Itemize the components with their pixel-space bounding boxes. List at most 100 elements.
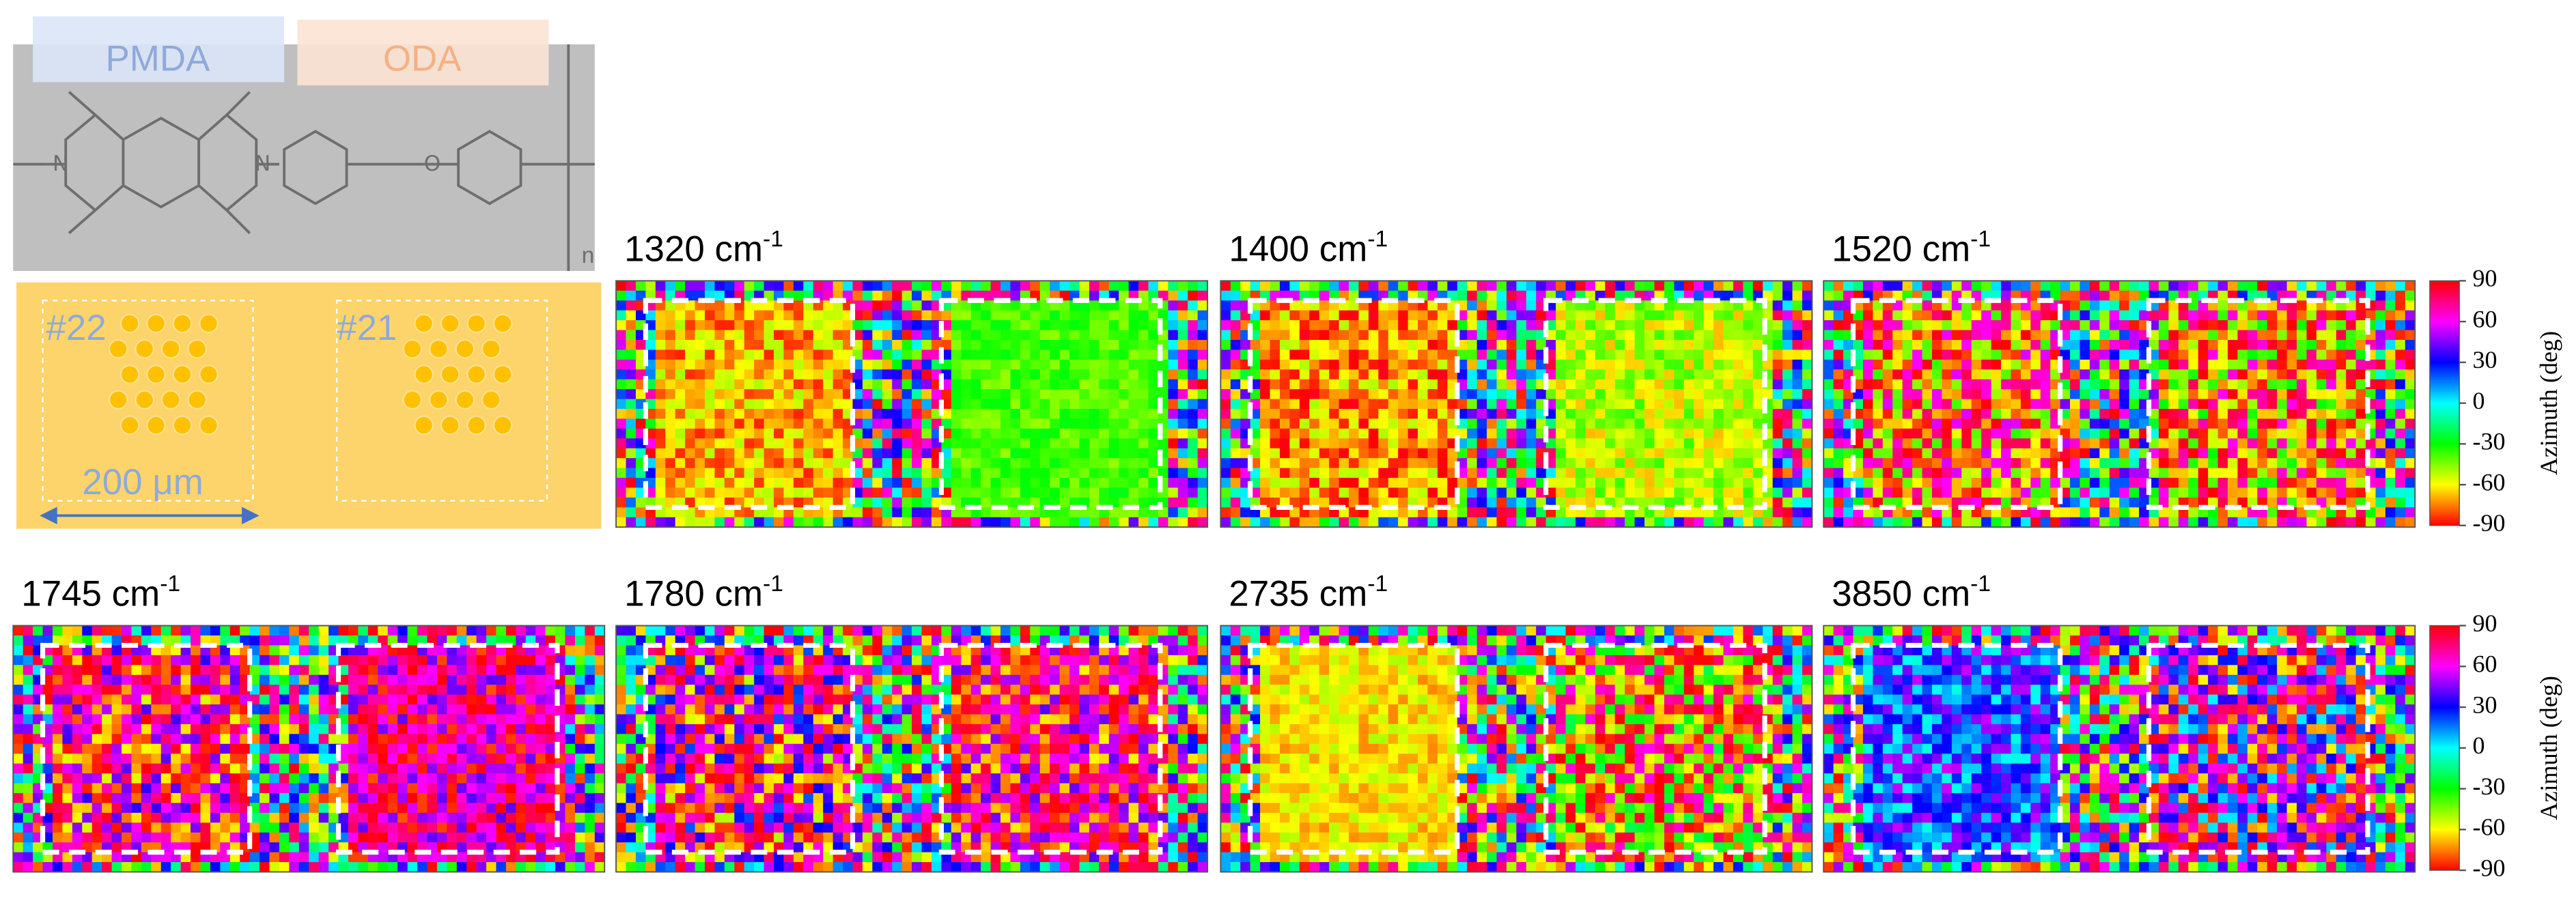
map-pixel — [1108, 448, 1119, 459]
map-pixel — [872, 349, 883, 360]
map-pixel — [2040, 320, 2051, 331]
map-pixel — [456, 674, 467, 685]
map-pixel — [813, 320, 824, 331]
map-pixel — [1981, 478, 1992, 489]
map-pixel — [1220, 458, 1231, 469]
map-pixel — [1148, 320, 1159, 331]
map-pixel — [2375, 468, 2386, 478]
map-pixel — [981, 497, 992, 509]
map-pixel — [2089, 399, 2101, 410]
map-pixel — [1873, 330, 1884, 341]
map-pixel — [1644, 389, 1655, 400]
map-pixel — [1260, 428, 1271, 440]
map-pixel — [2198, 517, 2209, 528]
map-pixel — [1168, 458, 1179, 469]
map-pixel — [289, 645, 300, 656]
map-pixel — [476, 665, 487, 676]
map-pixel — [783, 389, 794, 400]
map-pixel — [665, 399, 676, 410]
map-pixel — [1506, 448, 1517, 459]
map-pixel — [1614, 281, 1625, 291]
map-pixel — [823, 369, 834, 380]
map-pixel — [774, 330, 785, 341]
map-pixel — [1197, 458, 1208, 469]
map-pixel — [476, 655, 487, 666]
map-pixel — [616, 478, 627, 489]
sample-dot — [146, 415, 166, 435]
map-pixel — [2168, 458, 2179, 469]
map-pixel — [2346, 310, 2357, 321]
map-pixel — [1674, 369, 1685, 380]
map-pixel — [882, 399, 893, 410]
map-pixel — [1723, 320, 1734, 331]
map-pixel — [921, 438, 932, 449]
map-pixel — [1197, 290, 1208, 301]
map-pixel — [2001, 507, 2012, 518]
map-pixel — [1743, 320, 1754, 331]
map-pixel — [2109, 339, 2120, 351]
map-pixel — [1039, 468, 1050, 478]
map-pixel — [1595, 487, 1606, 498]
map-pixel — [744, 339, 755, 351]
map-pixel — [1457, 359, 1468, 371]
map-pixel — [2119, 369, 2130, 380]
map-pixel — [1575, 438, 1586, 449]
map-pixel — [2030, 330, 2041, 341]
map-pixel — [1119, 369, 1130, 380]
map-pixel — [705, 468, 716, 478]
map-pixel — [1418, 409, 1429, 420]
map-pixel — [1556, 300, 1567, 311]
map-pixel — [2217, 389, 2228, 400]
map-pixel — [2316, 369, 2327, 380]
map-pixel — [2247, 468, 2258, 478]
map-pixel — [1398, 300, 1409, 311]
map-pixel — [1299, 399, 1310, 410]
map-pixel — [2316, 448, 2327, 459]
map-pixel — [2405, 428, 2416, 440]
map-pixel — [1595, 478, 1606, 489]
map-pixel — [1496, 379, 1507, 390]
map-pixel — [1270, 379, 1280, 390]
map-pixel — [981, 349, 992, 360]
map-pixel — [2178, 320, 2189, 331]
map-pixel — [2355, 339, 2366, 351]
map-pixel — [1158, 389, 1169, 400]
map-pixel — [2286, 478, 2297, 489]
map-pixel — [1368, 359, 1380, 371]
map-pixel — [72, 674, 83, 685]
map-pixel — [764, 281, 774, 291]
map-pixel — [2286, 487, 2297, 498]
map-pixel — [2217, 339, 2228, 351]
map-pixel — [872, 487, 883, 498]
map-pixel — [2011, 517, 2021, 528]
map-pixel — [1408, 389, 1418, 400]
map-pixel — [2355, 487, 2366, 498]
map-pixel — [1664, 458, 1675, 469]
map-pixel — [941, 507, 952, 518]
map-pixel — [1892, 320, 1903, 331]
map-pixel — [1467, 369, 1478, 380]
map-pixel — [2001, 339, 2012, 351]
map-pixel — [1427, 517, 1438, 528]
map-pixel — [1595, 448, 1606, 459]
map-pixel — [1069, 300, 1080, 311]
map-pixel — [62, 674, 73, 685]
map-pixel — [2267, 438, 2278, 449]
map-pixel — [685, 281, 696, 291]
map-pixel — [1339, 468, 1349, 478]
map-pixel — [1260, 478, 1271, 489]
map-pixel — [2089, 418, 2101, 429]
map-pixel — [1108, 389, 1119, 400]
map-pixel — [1427, 428, 1438, 440]
map-pixel — [2405, 359, 2416, 371]
map-pixel — [961, 517, 972, 528]
map-pixel — [1614, 339, 1625, 351]
map-pixel — [1654, 320, 1665, 331]
map-pixel — [2208, 339, 2219, 351]
map-pixel — [1802, 517, 1813, 528]
map-pixel — [1329, 379, 1340, 390]
map-pixel — [2080, 468, 2090, 478]
map-pixel — [1299, 428, 1310, 440]
map-pixel — [2346, 487, 2357, 498]
map-pixel — [1368, 507, 1380, 518]
